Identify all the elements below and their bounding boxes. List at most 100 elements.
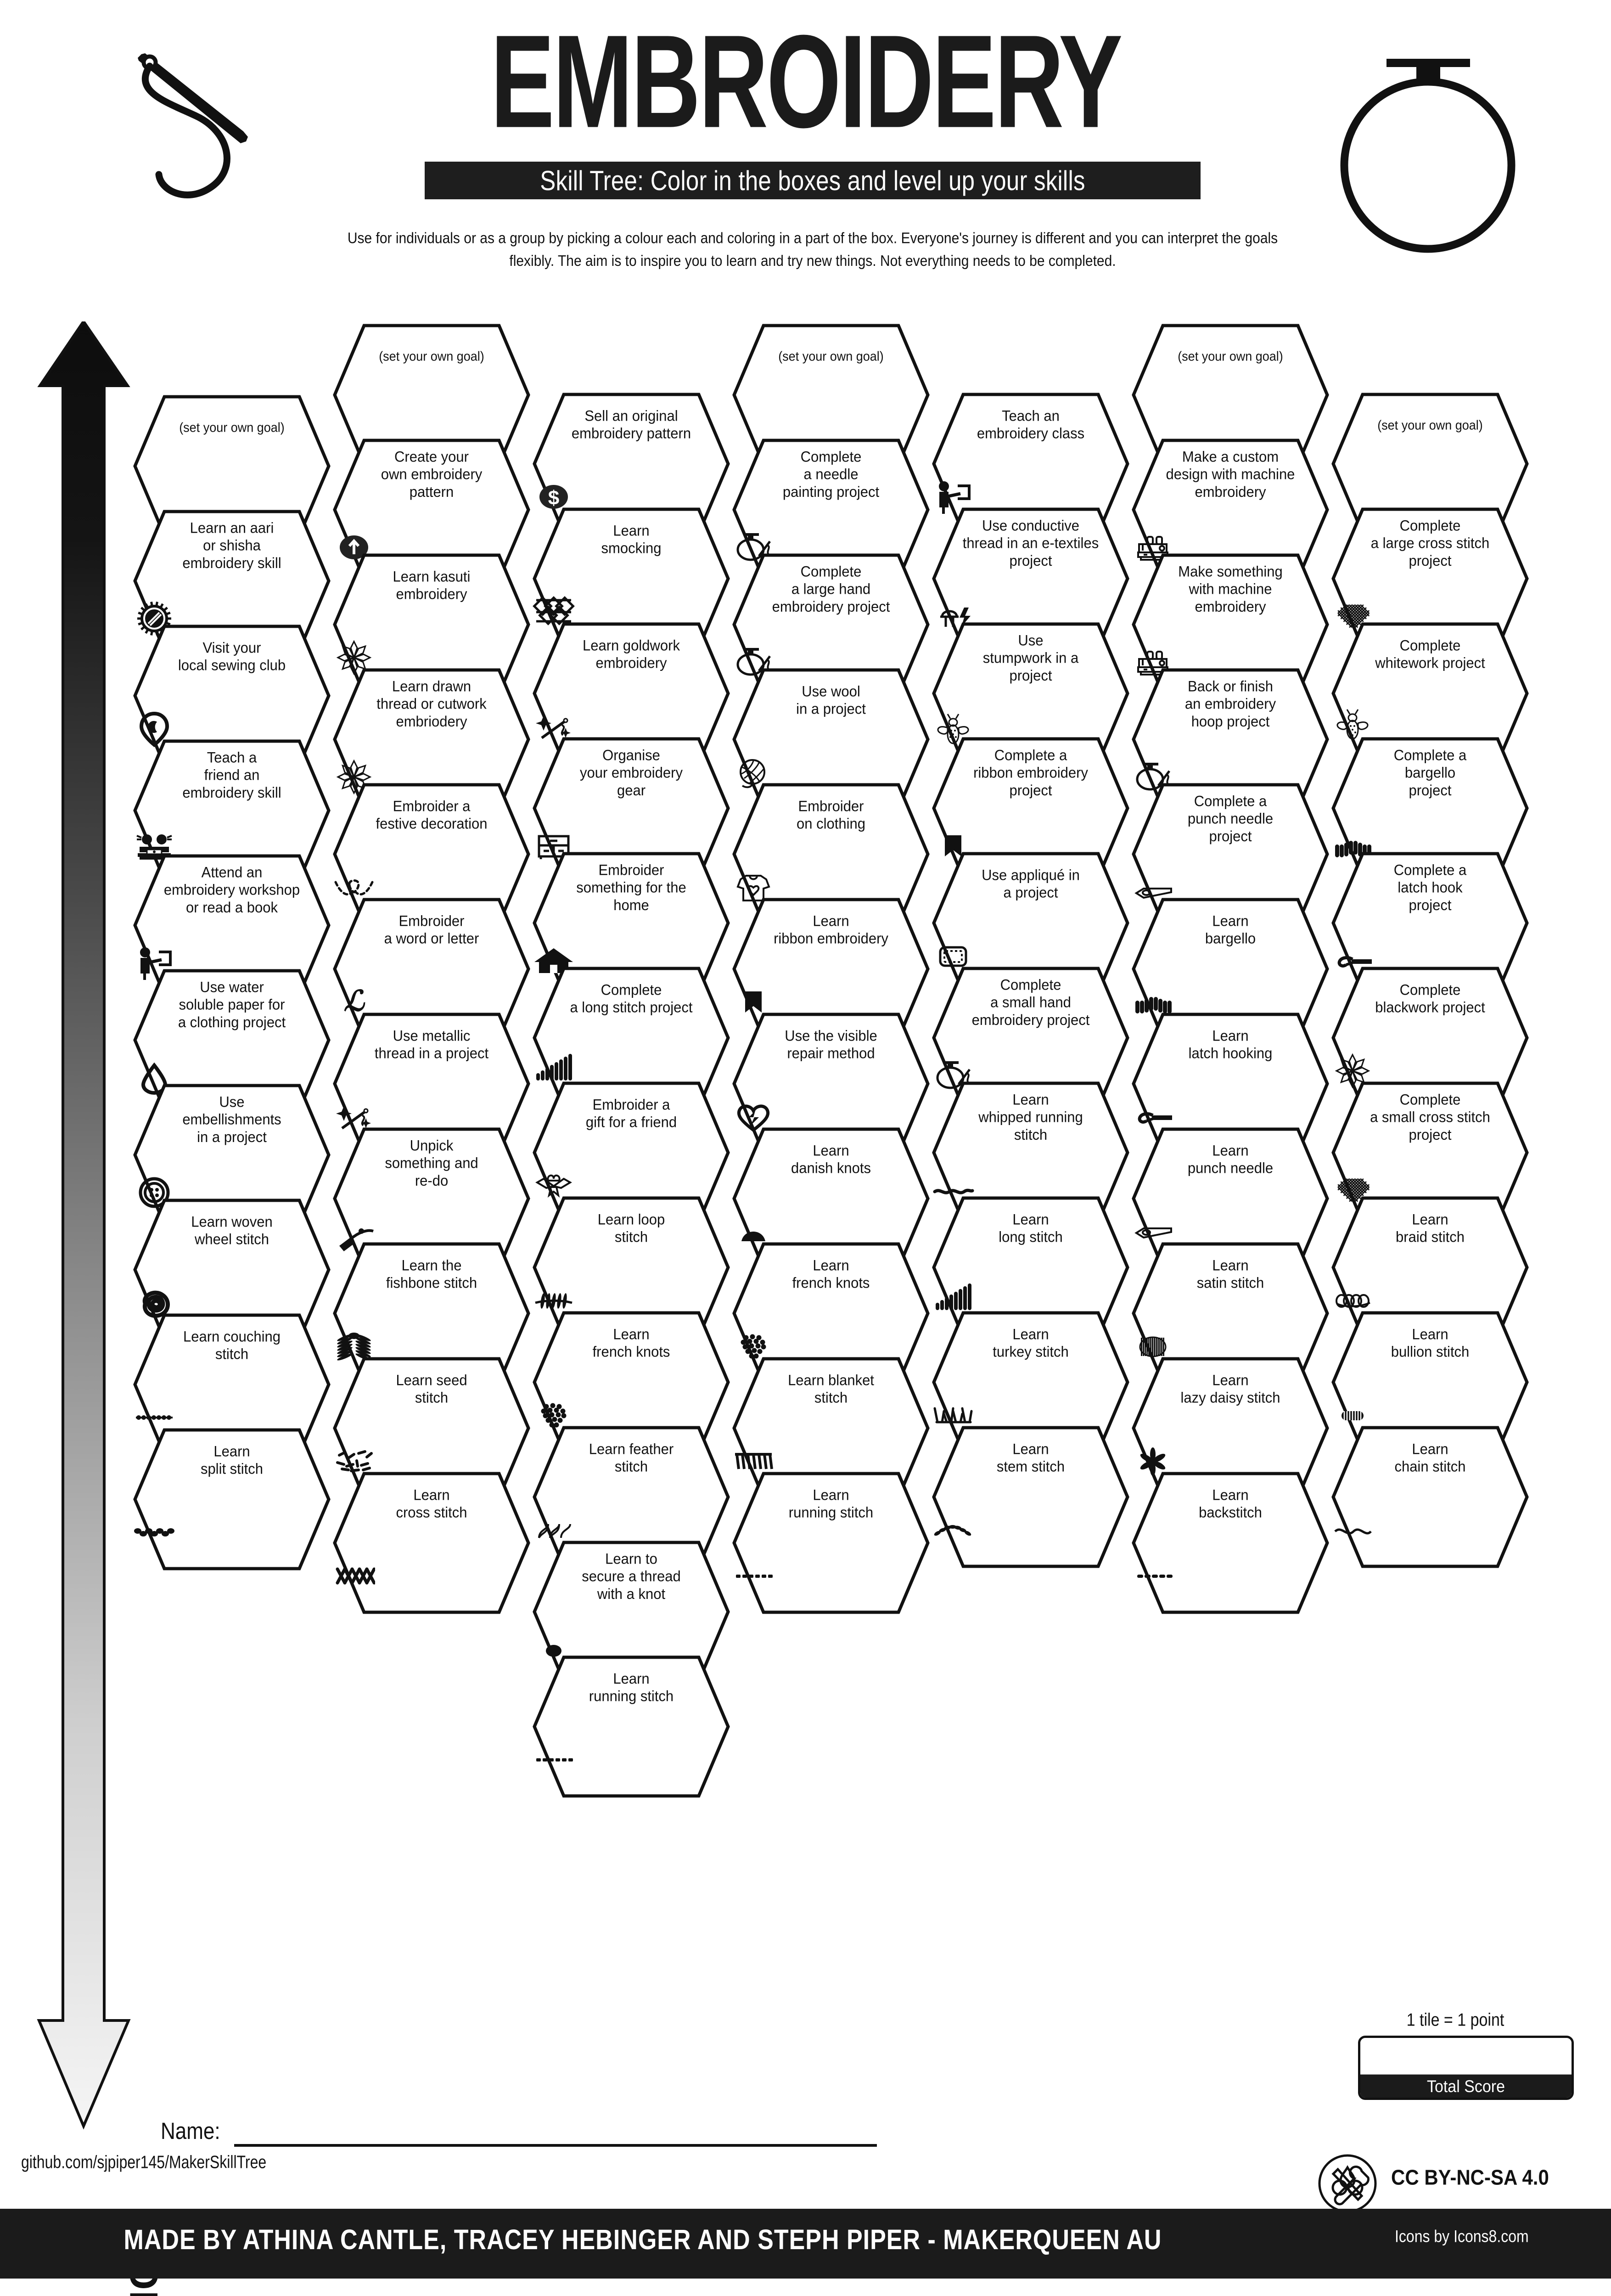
skill-tile[interactable]: Use metallic thread in a project (333, 1013, 530, 1155)
page-title: EMBROIDERY (490, 7, 1123, 156)
skill-tile-label: Learn an aari or shisha embroidery skill (182, 519, 281, 572)
skill-tile-label: Attend an embroidery workshop or read a bo… (163, 863, 300, 916)
skill-tile[interactable]: Learn the fishbone stitch (333, 1242, 530, 1384)
skill-tile-label: Complete blackwork project (1375, 981, 1485, 1016)
skill-tile[interactable]: Learn turkey stitch (932, 1311, 1129, 1453)
running-stitch-dashes-icon (533, 1741, 730, 1783)
skill-tile[interactable]: (set your own goal) (1132, 324, 1329, 466)
icons8-credit[interactable]: Icons by Icons8.com (1395, 2227, 1529, 2246)
skill-tile-label: Make a custom design with machine embroide… (1166, 448, 1295, 501)
skill-tile[interactable]: Teach an embroidery class (932, 393, 1129, 535)
skill-tile-label: Learn drawn thread or cutwork embriodery (376, 677, 487, 730)
skill-tile-label: Learn satin stitch (1196, 1256, 1264, 1292)
skill-tile[interactable]: (set your own goal) (333, 324, 530, 466)
skill-tile[interactable]: Learn woven wheel stitch (133, 1199, 331, 1341)
skill-tile-label: Learn braid stitch (1396, 1210, 1465, 1246)
skill-tile[interactable]: Complete a latch hook project (1331, 852, 1529, 994)
skill-tile[interactable]: Teach a friend an embroidery skill (133, 739, 331, 882)
skill-tile[interactable]: Learn an aari or shisha embroidery skill (133, 510, 331, 652)
skill-tile[interactable]: Learn ribbon embroidery (732, 898, 930, 1040)
skill-tile[interactable]: Embroider a word or letter ℒ (333, 898, 530, 1040)
skill-tile[interactable]: Complete a punch needle project (1132, 783, 1329, 925)
bottom-credit-bar (0, 2209, 1611, 2279)
skill-tile[interactable]: Attend an embroidery workshop or read a bo… (133, 854, 331, 996)
gift-bow-icon (533, 1167, 730, 1209)
skill-tile-label: Unpick something and re-do (385, 1137, 478, 1189)
name-field-row[interactable]: Name: (161, 2118, 941, 2148)
total-score-box[interactable]: Total Score (1358, 2036, 1574, 2100)
skill-tile[interactable]: Embroider a gift for a friend (533, 1081, 730, 1224)
score-entry-blank[interactable] (1360, 2038, 1572, 2076)
skill-tile[interactable]: Organise your embroidery gear (533, 737, 730, 879)
skill-tile[interactable]: Complete a small hand embroidery project (932, 967, 1129, 1109)
skill-tile[interactable]: Complete a needle painting project (732, 439, 930, 581)
embroidery-hoop-icon (1313, 32, 1543, 262)
skill-tile-label: (set your own goal) (179, 420, 285, 435)
map-pin-icon (133, 710, 331, 752)
punch-needle-icon (1132, 873, 1329, 915)
skill-tile-label: Learn whipped running stitch (978, 1091, 1083, 1143)
skill-tile[interactable]: Embroider on clothing (732, 783, 930, 925)
latch-hook-icon (1132, 1098, 1329, 1140)
skill-tile[interactable]: Learn chain stitch (1331, 1426, 1529, 1568)
skill-tile[interactable]: Learn bargello (1132, 898, 1329, 1040)
skill-tile[interactable]: Learn french knots (732, 1242, 930, 1384)
skill-tile-label: Complete a bargello project (1393, 746, 1467, 799)
skill-tile[interactable]: Learn smocking (533, 507, 730, 650)
skill-tile[interactable]: Complete a small cross stitch project (1331, 1081, 1529, 1224)
skill-tile[interactable]: Embroider a festive decoration (333, 783, 530, 925)
skill-tile[interactable]: Make something with machine embroidery (1132, 553, 1329, 696)
skill-tile[interactable]: Visit your local sewing club (133, 625, 331, 767)
french-knots-heart-icon (732, 1328, 930, 1370)
skill-tile[interactable]: Sell an original embroidery pattern $ (533, 393, 730, 535)
script-letter-L-icon: ℒ (333, 983, 530, 1025)
skill-tile[interactable]: Learn running stitch (533, 1655, 730, 1798)
skill-tile-label: Complete a ribbon embroidery project (973, 746, 1088, 799)
repo-url[interactable]: github.com/sjpiper145/MakerSkillTree (21, 2151, 267, 2172)
needle-and-thread-icon (106, 37, 280, 257)
skill-tile[interactable]: Use water soluble paper for a clothing pro… (133, 969, 331, 1111)
skill-tile[interactable]: Learn latch hooking (1132, 1013, 1329, 1155)
skill-tile-label: Learn lazy daisy stitch (1180, 1371, 1280, 1407)
skill-tile[interactable]: Complete a bargello project (1331, 737, 1529, 879)
skill-tile[interactable]: Learn couching stitch (133, 1313, 331, 1456)
seed-stitch-icon (333, 1442, 530, 1485)
skill-tile[interactable]: (set your own goal) (1331, 393, 1529, 535)
skill-tile[interactable]: Learn feather stitch (533, 1426, 730, 1568)
bee-icon (1331, 708, 1529, 750)
skill-tile-label: Learn loop stitch (597, 1210, 665, 1246)
arrow-up-circle-icon (333, 529, 530, 571)
skill-tile[interactable]: Complete a large hand embroidery project (732, 553, 930, 696)
skill-tile[interactable]: Learn satin stitch (1132, 1242, 1329, 1384)
skill-tile[interactable]: Learn split stitch (133, 1428, 331, 1570)
applique-patch-icon (932, 937, 1129, 979)
dashed-bunting-icon (333, 868, 530, 911)
skill-tile[interactable]: Create your own embroidery pattern (333, 439, 530, 581)
skill-tile-label: Learn blanket stitch (788, 1371, 874, 1407)
skill-tile-label: Learn kasuti embroidery (393, 568, 471, 603)
skill-tile-label: (set your own goal) (1178, 349, 1283, 364)
skill-tile[interactable]: Learn long stitch (932, 1196, 1129, 1339)
skill-tile-label: Learn cross stitch (396, 1486, 467, 1521)
skill-tile[interactable]: Learn backstitch (1132, 1472, 1329, 1614)
name-write-line[interactable] (234, 2144, 877, 2147)
skill-tile[interactable]: Complete whitework project (1331, 622, 1529, 765)
skill-tile-label: Learn french knots (792, 1256, 870, 1292)
skill-tile-label: Embroider a word or letter (384, 912, 479, 947)
skill-tile[interactable]: Complete a ribbon embroidery project (932, 737, 1129, 879)
skill-tile[interactable]: Learn stem stitch (932, 1426, 1129, 1568)
skill-tile[interactable]: Use the visible repair method (732, 1013, 930, 1155)
poster-header: EMBROIDERY Skill Tree: Color in the boxe… (0, 0, 1611, 294)
skill-tile-label: (set your own goal) (379, 349, 484, 364)
skill-tile[interactable]: Use conductive thread in an e-textiles pro… (932, 507, 1129, 650)
skill-tile[interactable]: Learn goldwork embroidery (533, 622, 730, 765)
skill-tile[interactable]: Learn running stitch (732, 1472, 930, 1614)
skill-tile[interactable]: Learn drawn thread or cutwork embriodery (333, 668, 530, 810)
skill-tile[interactable]: Learn cross stitch (333, 1472, 530, 1614)
skill-tile-label: Use water soluble paper for a clothing pro… (178, 978, 286, 1031)
skill-tile-label: (set your own goal) (1377, 418, 1483, 433)
skill-tile[interactable]: Learn braid stitch (1331, 1196, 1529, 1339)
skill-tile[interactable]: Make a custom design with machine embroide… (1132, 439, 1329, 581)
skill-tile[interactable]: Learn kasuti embroidery (333, 553, 530, 696)
skill-tile[interactable]: Complete a large cross stitch project (1331, 507, 1529, 650)
